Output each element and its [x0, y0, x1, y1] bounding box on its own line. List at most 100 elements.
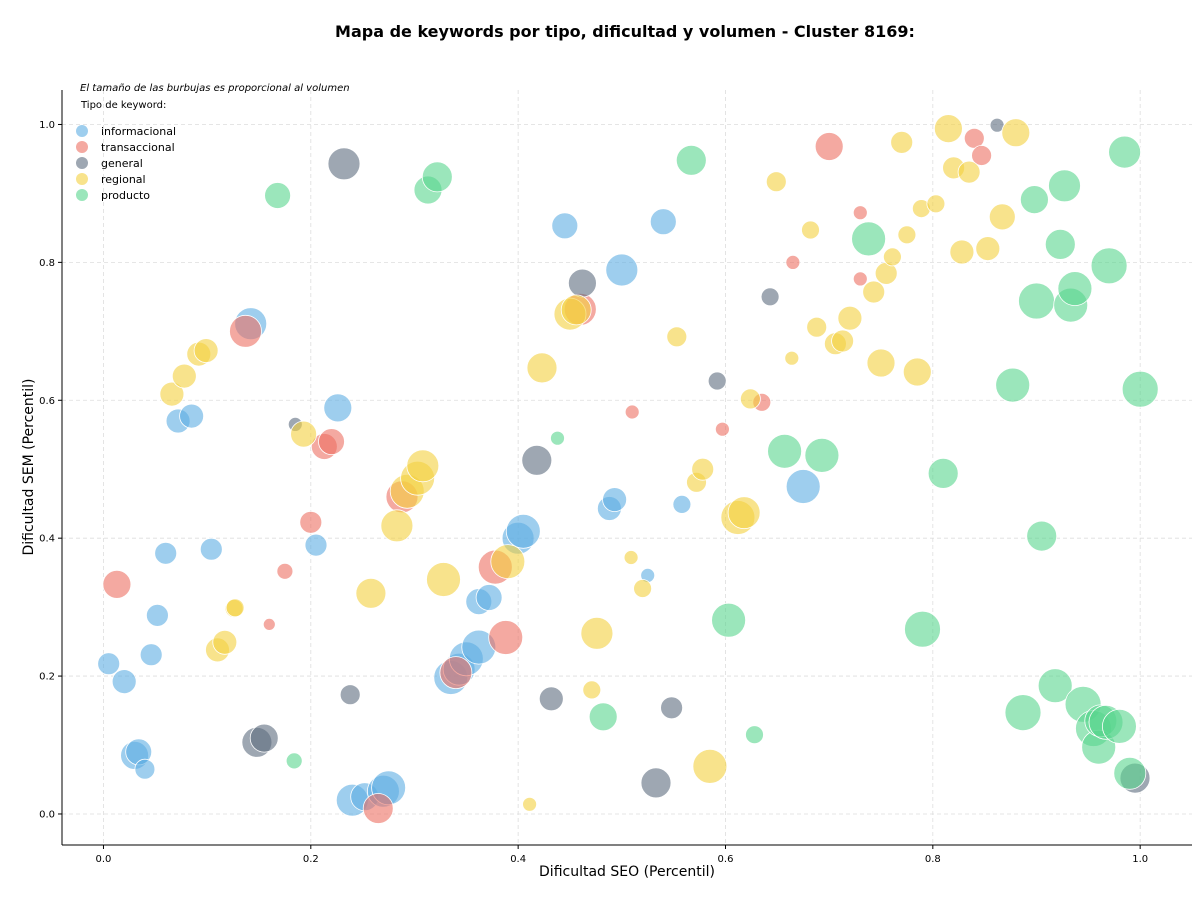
- bubble-producto: [1048, 169, 1081, 203]
- bubble-regional: [666, 326, 688, 348]
- series-producto: [264, 135, 1159, 790]
- y-axis-label: Dificultad SEM (Percentil): [21, 379, 37, 556]
- bubble-producto: [711, 602, 746, 638]
- y-tick-label: 0.8: [39, 258, 55, 269]
- bubble-informacional: [111, 669, 137, 694]
- bubble-general: [707, 371, 727, 391]
- bubble-producto: [550, 430, 565, 446]
- bubble-producto: [675, 144, 707, 176]
- legend-item-regional: regional: [76, 173, 146, 186]
- bubble-transaccional: [229, 314, 262, 348]
- bubble-general: [249, 723, 279, 753]
- bubble-informacional: [602, 487, 627, 513]
- y-tick-label: 0.2: [39, 672, 55, 683]
- bubble-transaccional: [318, 428, 345, 456]
- bubble-regional: [560, 294, 592, 326]
- legend-label: general: [101, 157, 143, 170]
- series-regional: [159, 114, 1031, 812]
- bubble-regional: [355, 577, 387, 609]
- legend-marker: [76, 173, 88, 185]
- bubble-producto: [1090, 247, 1128, 285]
- legend-item-transaccional: transaccional: [76, 141, 175, 154]
- bubble-informacional: [134, 758, 156, 780]
- bubble-size-note: El tamaño de las burbujas es proporciona…: [80, 83, 350, 94]
- bubble-regional: [159, 381, 185, 407]
- bubble-regional: [740, 388, 761, 410]
- bubble-informacional: [785, 469, 821, 504]
- bubble-transaccional: [276, 562, 294, 580]
- bubble-regional: [580, 616, 614, 650]
- bubble-informacional: [323, 393, 353, 423]
- axes: [61, 90, 1192, 846]
- x-tick-label: 0.4: [510, 854, 526, 865]
- bubble-regional: [784, 350, 800, 366]
- bubble-informacional: [649, 208, 677, 236]
- bubble-producto: [1102, 709, 1137, 744]
- bubble-regional: [290, 420, 318, 448]
- legend-marker: [76, 141, 88, 153]
- bubble-transaccional: [362, 793, 394, 824]
- bubble-regional: [692, 749, 728, 784]
- bubble-regional: [862, 280, 886, 304]
- bubble-general: [327, 147, 361, 181]
- x-tick-label: 0.2: [303, 854, 319, 865]
- bubble-informacional: [179, 403, 205, 429]
- y-tick-label: 1.0: [39, 120, 55, 131]
- bubble-producto: [1037, 668, 1073, 704]
- bubble-informacional: [551, 212, 579, 240]
- bubble-regional: [426, 562, 461, 597]
- x-tick-label: 0.0: [96, 854, 112, 865]
- bubble-layer: [97, 114, 1159, 824]
- bubble-general: [568, 268, 597, 298]
- bubble-regional: [193, 338, 219, 364]
- chart-title: Mapa de keywords por tipo, dificultad y …: [335, 22, 915, 41]
- bubble-regional: [727, 496, 761, 530]
- bubble-regional: [806, 316, 828, 338]
- ticks: 0.0 0.2 0.4 0.6 0.8 1.0 0.0 0.2 0.4 0.6 0.8 1.0: [39, 120, 1148, 865]
- bubble-producto: [1057, 271, 1093, 307]
- bubble-transaccional: [814, 132, 844, 161]
- bubble-transaccional: [624, 404, 640, 420]
- series-informacional: [97, 208, 821, 817]
- bubble-producto: [767, 433, 802, 469]
- bubble-regional: [902, 357, 932, 387]
- bubble-regional: [926, 194, 946, 214]
- bubble-regional: [623, 550, 639, 565]
- bubble-general: [640, 767, 672, 799]
- bubble-producto: [904, 610, 941, 648]
- bubble-informacional: [505, 513, 541, 549]
- bubble-regional: [526, 352, 558, 384]
- legend-item-general: general: [76, 157, 143, 170]
- bubble-producto: [1121, 370, 1159, 408]
- bubble-informacional: [304, 533, 328, 557]
- bubble-producto: [804, 437, 840, 473]
- legend-item-informacional: informacional: [76, 125, 176, 138]
- bubble-general: [521, 444, 553, 476]
- bubble-informacional: [145, 604, 169, 627]
- bubble-producto: [995, 367, 1031, 403]
- bubble-transaccional: [785, 254, 801, 270]
- x-axis-label: Dificultad SEO (Percentil): [539, 864, 715, 880]
- legend-marker: [76, 189, 88, 201]
- bubble-producto: [1018, 282, 1055, 320]
- bubble-producto: [588, 702, 618, 732]
- bubble-regional: [490, 544, 526, 579]
- bubble-regional: [582, 680, 602, 700]
- bubble-regional: [883, 247, 902, 267]
- bubble-regional: [212, 629, 238, 655]
- bubble-regional: [988, 203, 1016, 231]
- bubble-regional: [957, 160, 981, 184]
- legend-label: regional: [101, 173, 146, 186]
- bubble-regional: [897, 225, 917, 245]
- bubble-transaccional: [299, 510, 323, 534]
- bubble-informacional: [139, 643, 163, 667]
- bubble-producto: [1026, 520, 1058, 552]
- bubble-regional: [975, 236, 1001, 262]
- bubble-informacional: [475, 584, 503, 611]
- legend-title: Tipo de keyword:: [80, 100, 166, 111]
- legend-items: informacional transaccional general regiona…: [76, 125, 176, 202]
- y-tick-label: 0.6: [39, 396, 55, 407]
- bubble-regional: [1001, 118, 1031, 148]
